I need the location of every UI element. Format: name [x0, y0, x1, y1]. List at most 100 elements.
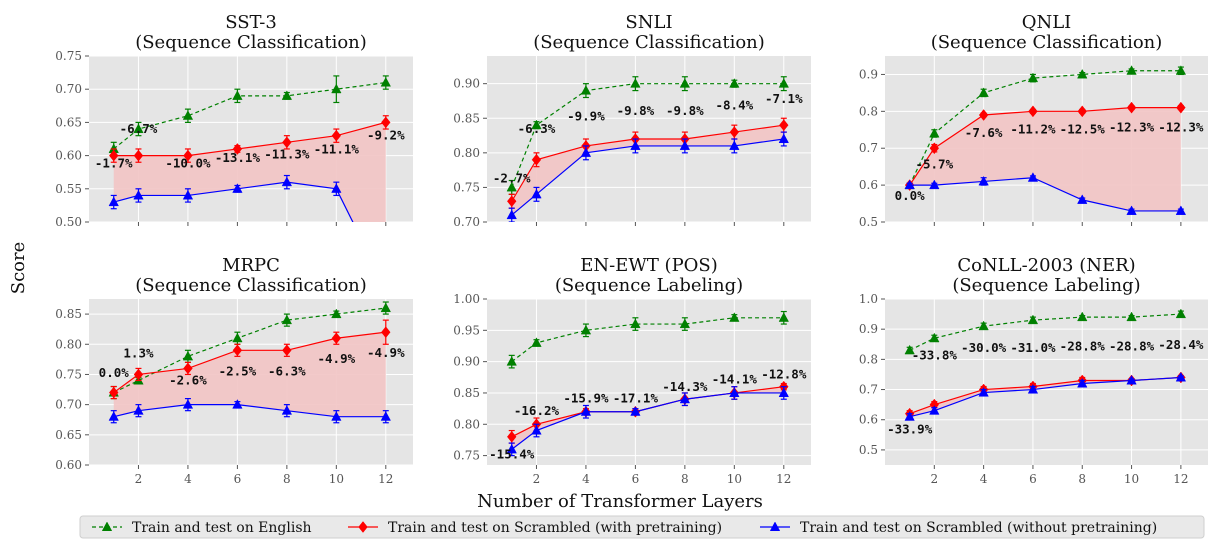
data-point	[531, 188, 542, 199]
chart-subtitle: (Sequence Classification)	[135, 32, 367, 53]
gap-annotation: -12.8%	[761, 367, 807, 382]
gap-annotation: -6.3%	[518, 121, 556, 136]
series-english	[506, 310, 789, 369]
data-point	[1077, 68, 1088, 79]
plot-marks	[904, 65, 1187, 215]
series-scrambled_nopretrain	[506, 386, 789, 457]
data-point	[1126, 374, 1137, 385]
x-tick-label: 6	[632, 472, 640, 486]
legend-label: Train and test on Scrambled (without pre…	[800, 520, 1157, 536]
data-point	[507, 430, 517, 443]
gap-annotation: -2.6%	[169, 373, 207, 388]
y-tick-label: 0.50	[55, 215, 82, 229]
x-tick-label: 2	[135, 472, 143, 486]
y-tick-label: 0.70	[453, 215, 480, 229]
series-scrambled_nopretrain	[904, 371, 1187, 421]
x-tick-label: 6	[1029, 472, 1037, 486]
legend-item-scrambled_pretrain: Train and test on Scrambled (with pretra…	[348, 520, 722, 536]
y-tick-label: 0.90	[453, 77, 480, 91]
data-point	[531, 119, 542, 130]
gap-annotation: -14.3%	[662, 379, 708, 394]
y-tick-label: 1.0	[859, 292, 878, 306]
data-point	[1126, 101, 1137, 114]
gap-annotation: -5.7%	[915, 157, 953, 172]
series-scrambled_nopretrain	[108, 174, 354, 222]
data-point	[778, 312, 789, 322]
y-tick-label: 0.80	[55, 337, 82, 351]
gap-annotation: -2.5%	[219, 364, 257, 379]
data-point	[506, 181, 517, 192]
gap-annotation: -11.3%	[264, 146, 310, 161]
data-point	[1175, 65, 1187, 75]
gap-annotation: -15.4%	[489, 447, 535, 462]
chart-panel-3: 0.5 0.6 0.7 0.8 0.9 QNLI(Sequence Classificat…	[859, 12, 1208, 229]
data-point	[133, 149, 144, 162]
series-scrambled_nopretrain	[506, 131, 789, 222]
data-point	[1077, 105, 1087, 118]
chart-subtitle: (Sequence Classification)	[135, 275, 367, 296]
gap-annotation: -6.3%	[268, 364, 306, 379]
y-tick-label: 0.9	[859, 67, 878, 81]
chart-title: MRPC	[222, 255, 280, 276]
gap-fill-area	[113, 332, 386, 417]
data-point	[978, 387, 989, 397]
data-point	[1027, 72, 1039, 83]
series-scrambled_pretrain	[109, 319, 391, 400]
x-tick-label: 12	[1173, 472, 1188, 486]
data-point	[232, 183, 243, 193]
y-tick-label: 0.95	[453, 323, 480, 337]
data-point	[380, 302, 391, 313]
gap-annotation: -28.8%	[1060, 338, 1106, 353]
y-tick-label: 0.7	[859, 383, 878, 397]
data-point	[1027, 172, 1039, 182]
gap-annotation: -7.1%	[765, 91, 803, 106]
data-point	[331, 83, 342, 94]
data-point	[281, 314, 293, 325]
data-point	[133, 123, 144, 134]
data-point	[1027, 314, 1039, 325]
gap-annotation: -4.9%	[367, 345, 405, 360]
data-point	[506, 209, 517, 220]
data-point	[630, 318, 641, 329]
chart-subtitle: (Sequence Classification)	[533, 32, 765, 53]
data-point	[380, 411, 391, 421]
y-tick-label: 0.7	[859, 141, 878, 155]
y-tick-label: 1.00	[453, 292, 480, 306]
gap-annotation: -1.7%	[95, 156, 133, 171]
data-point	[1077, 377, 1088, 388]
data-point	[904, 344, 915, 355]
data-point	[281, 405, 293, 415]
data-point	[580, 85, 592, 95]
x-tick-label: 8	[681, 472, 689, 486]
data-point	[182, 189, 194, 200]
data-point	[531, 153, 542, 166]
y-tick-label: 0.85	[55, 307, 82, 321]
data-point	[1176, 101, 1186, 114]
data-point	[381, 116, 391, 129]
gap-annotation: -12.3%	[1109, 120, 1155, 135]
gap-annotation: -9.8%	[666, 103, 704, 118]
data-point	[531, 337, 542, 347]
gap-annotation: -28.4%	[1158, 337, 1204, 352]
data-point	[1028, 105, 1038, 118]
gap-annotation: -15.9%	[563, 390, 609, 405]
gap-annotation: 1.3%	[123, 346, 154, 361]
data-point	[1175, 371, 1187, 382]
gap-annotation: -8.4%	[716, 97, 754, 112]
data-point	[381, 326, 391, 339]
gap-annotation: -12.5%	[1060, 121, 1106, 136]
y-tick-label: 0.8	[859, 352, 878, 366]
gap-annotation: -13.1%	[215, 150, 261, 165]
gap-annotation: -9.9%	[567, 108, 605, 123]
chart-subtitle: (Sequence Labeling)	[952, 275, 1140, 296]
chart-title: QNLI	[1022, 12, 1072, 33]
gap-annotation: 0.0%	[895, 188, 926, 203]
data-point	[182, 350, 194, 361]
data-point	[232, 399, 243, 409]
data-point	[779, 119, 789, 132]
data-point	[580, 324, 592, 335]
data-point	[108, 196, 119, 207]
gap-annotation: -2.7%	[493, 171, 531, 186]
x-tick-label: 12	[776, 472, 791, 486]
x-tick-label: 6	[234, 472, 242, 486]
